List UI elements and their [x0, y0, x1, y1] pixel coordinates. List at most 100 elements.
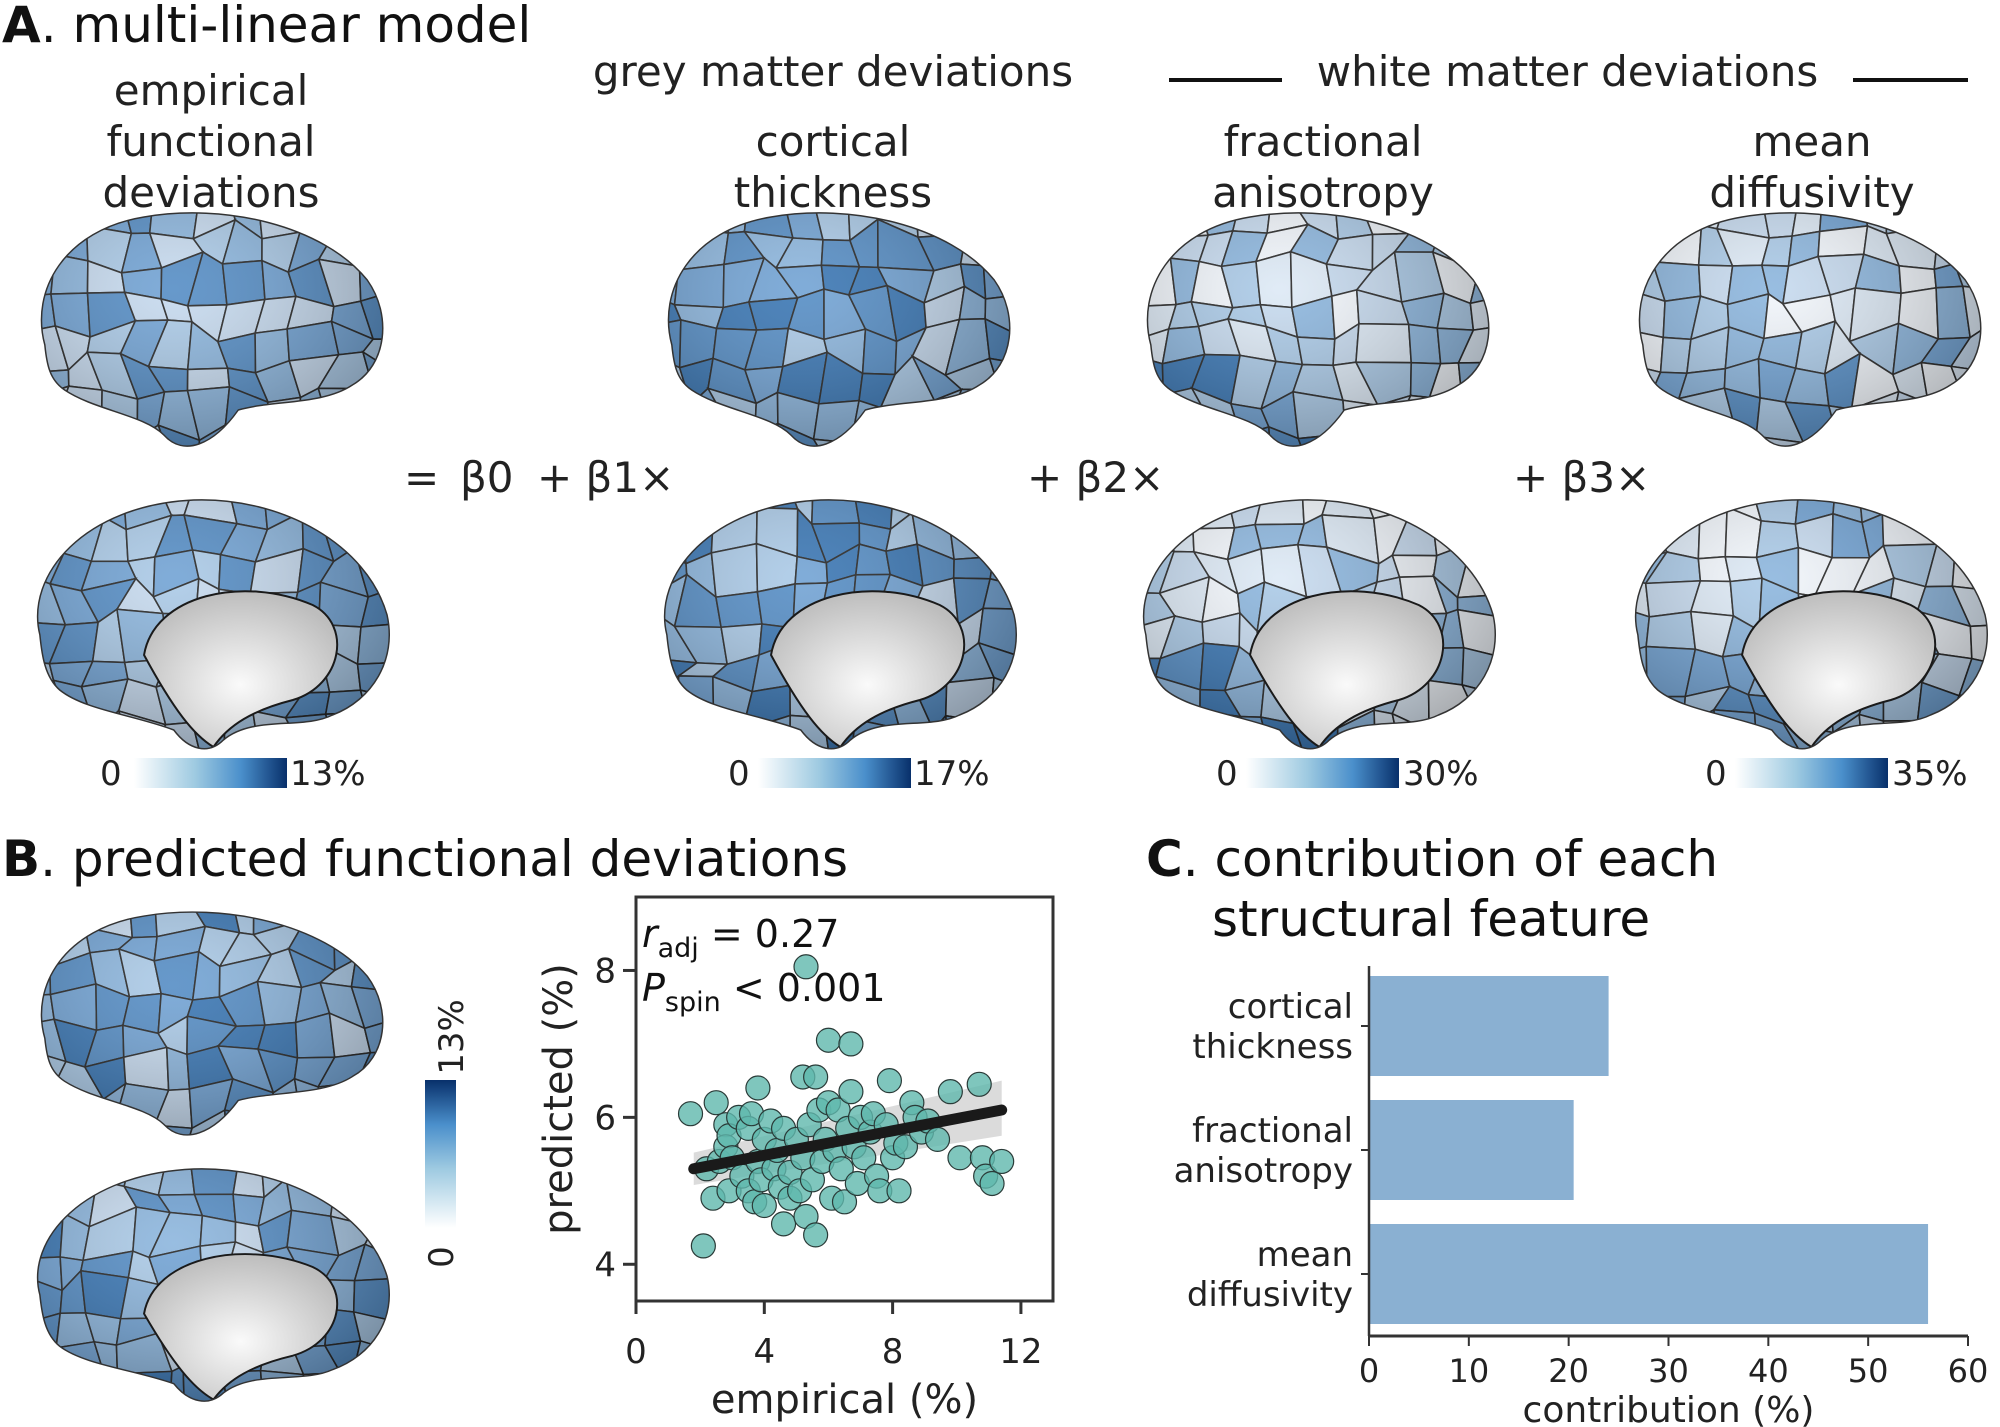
medial-brain-surface	[1142, 499, 1496, 750]
panel-c-title: C. contribution of each	[1146, 830, 1718, 888]
colorbar-empirical	[134, 758, 287, 788]
column-title-empirical: empirical functional deviations	[61, 65, 361, 218]
y-axis-label: predicted (%)	[536, 963, 582, 1235]
scatter-point	[690, 1233, 716, 1259]
scatter-point	[886, 1178, 912, 1204]
scatter-point	[979, 1170, 1005, 1197]
title-line: functional	[106, 117, 316, 166]
title-line: deviations	[102, 168, 320, 217]
x-axis-label: empirical (%)	[711, 1377, 978, 1423]
panel-title-text: . multi-linear model	[40, 0, 532, 54]
colorbar-min: 0	[728, 754, 750, 794]
scatter-point	[838, 1079, 864, 1105]
scatter-point	[677, 1101, 704, 1127]
scatter-point	[989, 1148, 1015, 1175]
y-tick-label: 8	[594, 951, 616, 991]
colorbar-predicted	[425, 1080, 456, 1228]
y-tick-label: 4	[594, 1245, 616, 1285]
colorbar-mean-diffusivity	[1735, 758, 1888, 788]
equation-beta0: β0	[460, 453, 514, 502]
lateral-brain-surface	[1146, 212, 1490, 447]
scatter-point	[876, 1068, 903, 1094]
scatter-point	[937, 1079, 963, 1105]
white-matter-group-label: white matter deviations	[1316, 47, 1819, 96]
title-line: cortical	[755, 117, 911, 166]
bar-category-label: diffusivity	[1187, 1275, 1353, 1315]
panel-letter: C	[1146, 830, 1183, 888]
scatter-point	[751, 1192, 777, 1219]
medial-brain-surface	[1634, 499, 1988, 750]
scatter-point	[703, 1090, 729, 1116]
title-line: anisotropy	[1212, 168, 1434, 217]
panel-b-title: B. predicted functional deviations	[2, 830, 848, 888]
panel-letter: A	[2, 0, 41, 54]
x-tick-label: 0	[625, 1332, 647, 1372]
x-tick-label: 0	[1359, 1352, 1379, 1390]
scatter-point	[803, 1222, 829, 1248]
title-line: fractional	[1223, 117, 1423, 166]
x-tick-label: 30	[1648, 1352, 1689, 1390]
bar-category-label: thickness	[1192, 1027, 1353, 1067]
scatter-point	[966, 1071, 992, 1097]
panel-title-text: . predicted functional deviations	[40, 830, 849, 888]
colorbar-cortical-thickness	[758, 758, 911, 788]
x-tick-label: 20	[1548, 1352, 1589, 1390]
medial-brain-surface	[36, 1168, 390, 1402]
bar-2	[1369, 1224, 1929, 1324]
x-tick-label: 50	[1848, 1352, 1889, 1390]
column-title-cortical-thickness: cortical thickness	[683, 116, 983, 218]
title-line: diffusivity	[1709, 168, 1915, 217]
colorbar-max: 17%	[914, 754, 990, 794]
column-title-fractional-anisotropy: fractional anisotropy	[1173, 116, 1473, 218]
panel-c-title-line2: structural feature	[1212, 890, 1651, 948]
scatter-point	[770, 1211, 797, 1237]
bar-category-label: anisotropy	[1174, 1151, 1353, 1191]
scatter-point	[892, 1134, 919, 1160]
plot-frame	[634, 895, 1055, 1303]
scatter-point	[793, 954, 819, 980]
x-tick-label: 10	[1448, 1352, 1489, 1390]
medial-brain-surface	[36, 499, 390, 750]
scatter-point	[838, 1031, 864, 1057]
medial-brain-surface	[663, 499, 1017, 750]
bar-category-label: cortical	[1228, 987, 1353, 1027]
equation-equals: =	[404, 453, 440, 502]
x-tick-label: 4	[753, 1332, 775, 1372]
colorbar-max: 30%	[1403, 754, 1479, 794]
scatter-point	[815, 1027, 842, 1053]
group-divider-line	[1853, 78, 1968, 82]
equation-beta2: + β2×	[1027, 453, 1165, 502]
lateral-brain-surface	[40, 911, 384, 1136]
colorbar-fractional-anisotropy	[1246, 758, 1399, 788]
grey-matter-group-label: grey matter deviations	[592, 47, 1074, 96]
colorbar-max: 13%	[290, 754, 366, 794]
group-divider-line	[1169, 78, 1282, 82]
title-line: thickness	[733, 168, 933, 217]
title-line: empirical	[113, 66, 309, 115]
stat-p-spin: Pspin < 0.001	[642, 966, 886, 1018]
colorbar-min: 0	[1705, 754, 1727, 794]
scatter-point	[924, 1126, 951, 1153]
bar-category-label: mean	[1257, 1235, 1353, 1275]
x-tick-label: 8	[882, 1332, 904, 1372]
x-tick-label: 40	[1748, 1352, 1789, 1390]
x-tick-label: 12	[999, 1332, 1042, 1372]
column-title-mean-diffusivity: mean diffusivity	[1662, 116, 1962, 218]
scatter-point	[831, 1189, 858, 1215]
scatter-point	[803, 1064, 829, 1090]
colorbar-min: 0	[1216, 754, 1238, 794]
scatter-point	[745, 1075, 771, 1101]
stat-r-adj: radj = 0.27	[642, 912, 839, 964]
lateral-brain-surface	[667, 212, 1011, 447]
x-tick-label: 60	[1948, 1352, 1989, 1390]
x-axis-label: contribution (%)	[1523, 1390, 1815, 1427]
scatter-point	[828, 1156, 854, 1182]
equation-beta1: + β1×	[537, 453, 675, 502]
scatter-point	[947, 1145, 973, 1171]
bar-category-label: fractional	[1192, 1111, 1353, 1151]
colorbar-min: 0	[100, 754, 122, 794]
scatter-point	[851, 1145, 877, 1171]
regression-line	[688, 1104, 1008, 1175]
lateral-brain-surface	[1638, 212, 1982, 447]
